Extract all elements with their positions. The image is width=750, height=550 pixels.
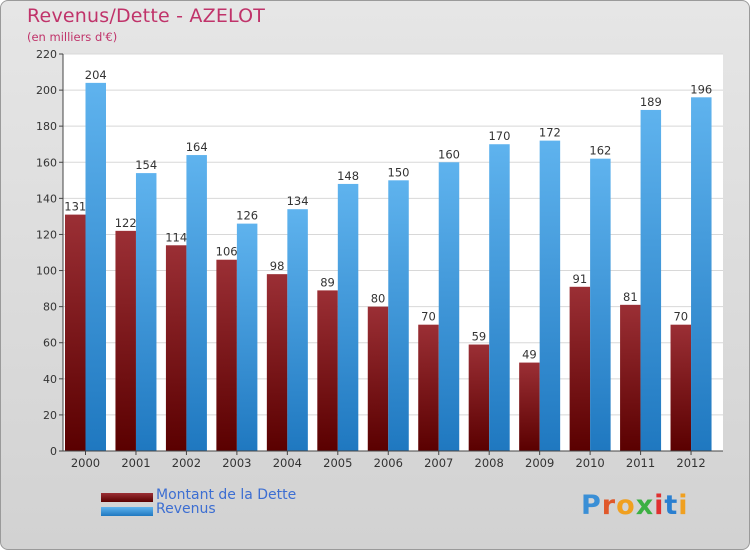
chart-subtitle: (en milliers d'€): [27, 30, 118, 44]
x-tick-label: 2004: [273, 456, 302, 470]
bar-debt: [620, 304, 641, 451]
bar-debt: [317, 290, 338, 451]
y-tick-label: 180: [36, 120, 57, 133]
bar-debt: [216, 259, 237, 451]
bar-debt: [165, 245, 187, 451]
x-tick-label: 2001: [121, 456, 150, 470]
bar-revenue: [691, 97, 712, 452]
data-label: 196: [690, 82, 712, 96]
y-tick-label: 120: [36, 228, 57, 241]
y-tick-label: 0: [50, 445, 57, 458]
bar-debt: [569, 286, 591, 451]
data-label: 49: [522, 348, 537, 362]
data-label: 162: [589, 144, 611, 158]
data-label: 98: [270, 259, 285, 273]
bar-debt: [266, 274, 288, 451]
data-label: 122: [115, 216, 137, 230]
bar-debt: [670, 324, 692, 451]
data-label: 164: [186, 140, 208, 154]
legend-swatch-revenue: [101, 507, 153, 516]
data-label: 204: [85, 68, 107, 82]
logo-letter: i: [678, 490, 689, 521]
y-tick-label: 80: [43, 301, 57, 314]
data-label: 114: [165, 230, 187, 244]
y-tick-label: 200: [36, 84, 57, 97]
data-label: 150: [388, 165, 410, 179]
logo-letter: r: [601, 490, 617, 521]
x-tick-label: 2006: [374, 456, 403, 470]
logo-letter: o: [616, 490, 636, 521]
data-label: 131: [64, 200, 86, 214]
data-label: 170: [488, 129, 510, 143]
data-label: 70: [421, 310, 436, 324]
data-label: 154: [135, 158, 157, 172]
y-tick-label: 220: [36, 48, 57, 61]
x-tick-label: 2010: [575, 456, 604, 470]
bar-revenue: [590, 158, 611, 451]
bar-debt: [418, 324, 439, 451]
logo-letter: P: [581, 490, 602, 521]
bar-revenue: [337, 183, 359, 451]
bar-revenue: [135, 173, 157, 451]
logo-letter: i: [654, 490, 665, 521]
data-label: 106: [216, 245, 238, 259]
x-tick-label: 2002: [172, 456, 201, 470]
bar-revenue: [186, 155, 207, 451]
proxiti-logo: Proxiti: [581, 490, 689, 521]
bar-revenue: [388, 180, 409, 451]
x-tick-label: 2003: [222, 456, 251, 470]
data-label: 126: [236, 209, 258, 223]
x-tick-label: 2009: [525, 456, 554, 470]
bar-debt: [468, 344, 490, 451]
bar-revenue: [236, 223, 258, 451]
data-label: 189: [640, 95, 662, 109]
data-label: 59: [472, 330, 487, 344]
data-label: 172: [539, 126, 561, 140]
x-tick-label: 2008: [475, 456, 504, 470]
bar-revenue: [489, 144, 510, 451]
y-tick-label: 20: [43, 409, 57, 422]
x-tick-label: 2011: [626, 456, 655, 470]
x-tick-label: 2012: [676, 456, 705, 470]
logo-letter: x: [635, 490, 655, 521]
legend-label-debt: Montant de la Dette: [156, 487, 297, 503]
logo-letter: t: [664, 490, 679, 521]
y-tick-label: 40: [43, 373, 57, 386]
chart-title: Revenus/Dette - AZELOT: [27, 5, 266, 27]
legend-label-revenue: Revenus: [156, 501, 216, 517]
data-label: 91: [573, 272, 588, 286]
bar-debt: [367, 306, 389, 451]
x-tick-label: 2005: [323, 456, 352, 470]
legend-swatch-debt: [101, 493, 153, 502]
bar-debt: [519, 362, 540, 451]
bar-revenue: [287, 209, 308, 451]
bar-revenue: [85, 82, 106, 451]
data-label: 134: [287, 194, 309, 208]
bar-debt: [115, 230, 136, 451]
bar-revenue: [539, 140, 561, 452]
y-tick-label: 160: [36, 156, 57, 169]
data-label: 80: [371, 292, 386, 306]
data-label: 70: [673, 310, 688, 324]
y-tick-label: 60: [43, 337, 57, 350]
data-label: 81: [623, 290, 638, 304]
data-label: 148: [337, 169, 359, 183]
y-tick-label: 140: [36, 192, 57, 205]
x-tick-label: 2007: [424, 456, 453, 470]
bar-debt: [65, 214, 86, 451]
data-label: 160: [438, 147, 460, 161]
y-tick-label: 100: [36, 265, 57, 278]
bar-revenue: [438, 162, 460, 452]
bar-revenue: [640, 109, 662, 451]
data-label: 89: [320, 275, 335, 289]
x-tick-label: 2000: [71, 456, 100, 470]
